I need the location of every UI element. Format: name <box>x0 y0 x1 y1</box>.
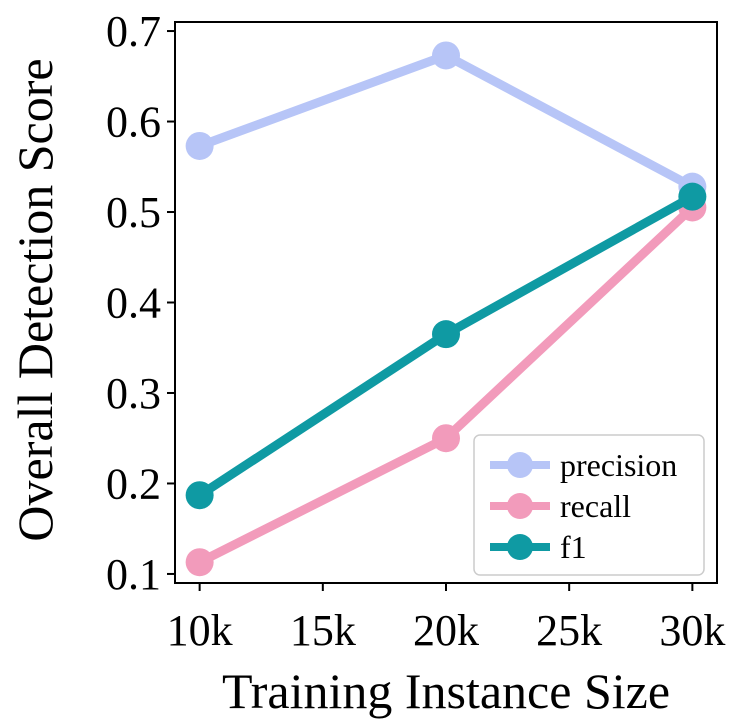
series-layer <box>185 41 707 577</box>
data-point-f1 <box>185 481 214 510</box>
y-tick-label: 0.3 <box>106 369 161 418</box>
data-point-f1 <box>432 320 460 349</box>
legend-label: recall <box>560 488 631 524</box>
series-precision <box>185 41 707 201</box>
data-point-recall <box>185 548 214 577</box>
legend: precision recall f1 <box>473 434 705 576</box>
series-line-precision <box>195 50 697 192</box>
y-tick-label: 0.6 <box>106 98 161 147</box>
x-tick-label: 30k <box>659 606 725 655</box>
x-axis: 10k 15k 20k 25k 30k <box>167 583 725 655</box>
y-tick-label: 0.4 <box>106 279 161 328</box>
y-tick-label: 0.7 <box>106 7 161 56</box>
y-tick-label: 0.1 <box>106 550 161 599</box>
data-point-precision <box>432 41 460 70</box>
series-f1 <box>185 182 707 510</box>
x-axis-title: Training Instance Size <box>222 663 670 719</box>
y-tick-label: 0.2 <box>106 459 161 508</box>
data-point-recall <box>432 424 460 453</box>
data-point-f1 <box>678 182 707 211</box>
x-tick-label: 15k <box>290 606 356 655</box>
x-tick-label: 20k <box>413 606 479 655</box>
legend-swatch-marker <box>507 534 533 560</box>
y-axis: 0.1 0.2 0.3 0.4 0.5 0.6 0.7 <box>106 7 175 599</box>
data-point-precision <box>185 131 214 160</box>
legend-swatch-marker <box>507 452 533 478</box>
y-tick-label: 0.5 <box>106 188 161 237</box>
legend-label: f1 <box>560 529 587 565</box>
x-tick-label: 25k <box>536 606 602 655</box>
legend-swatch-marker <box>507 493 533 519</box>
legend-label: precision <box>560 447 677 483</box>
y-axis-title: Overall Detection Score <box>7 58 63 541</box>
x-tick-label: 10k <box>167 606 233 655</box>
